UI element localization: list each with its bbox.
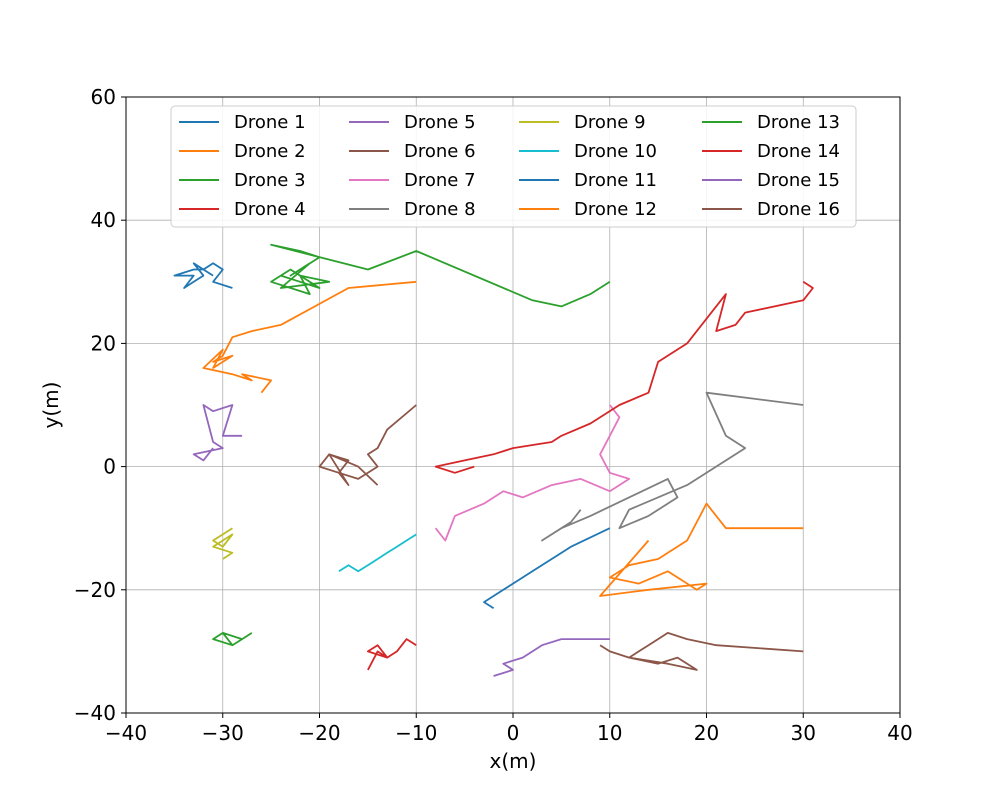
legend-label-drone-13: Drone 13: [757, 112, 840, 133]
legend-label-drone-15: Drone 15: [757, 170, 840, 191]
legend-label-drone-6: Drone 6: [404, 141, 476, 162]
x-tick-label: −40: [105, 721, 147, 745]
legend: Drone 1 Drone 2 Drone 3 Drone 4 Drone 5 Drone…: [170, 105, 857, 228]
legend-label-drone-9: Drone 9: [574, 112, 646, 133]
legend-label-drone-16: Drone 16: [757, 199, 840, 220]
x-tick-label: −30: [202, 721, 244, 745]
legend-label-drone-5: Drone 5: [404, 112, 476, 133]
legend-box: [170, 105, 857, 228]
series-line-drone-13: [212, 632, 253, 647]
series-line-drone-3: [270, 243, 611, 308]
x-tick-label: 30: [791, 721, 816, 745]
series-layer: [173, 243, 814, 677]
y-axis-label: y(m): [39, 382, 63, 429]
legend-label-drone-10: Drone 10: [574, 141, 657, 162]
y-ticks: −40 −20 0 20 40 60: [74, 85, 126, 725]
y-tick-label: 40: [91, 208, 116, 232]
x-tick-label: 40: [887, 721, 912, 745]
series-line-drone-10: [338, 533, 417, 573]
legend-label-drone-3: Drone 3: [234, 170, 306, 191]
y-tick-label: 60: [91, 85, 116, 109]
x-axis-label: x(m): [490, 749, 537, 773]
legend-label-drone-4: Drone 4: [234, 199, 306, 220]
series-line-drone-14: [434, 281, 814, 474]
legend-label-drone-8: Drone 8: [404, 199, 476, 220]
series-line-drone-16: [599, 632, 804, 671]
legend-label-drone-14: Drone 14: [757, 141, 840, 162]
x-ticks: −40 −30 −20 −10 0 10 20 30 40: [105, 713, 913, 745]
x-tick-label: −10: [395, 721, 437, 745]
series-line-drone-5: [192, 404, 243, 462]
series-line-drone-6: [318, 404, 417, 487]
legend-label-drone-7: Drone 7: [404, 170, 476, 191]
y-tick-label: −20: [74, 578, 116, 602]
series-line-drone-8: [541, 391, 804, 542]
series-line-drone-7: [434, 404, 630, 542]
series-line-drone-4: [366, 638, 417, 671]
legend-label-drone-11: Drone 11: [574, 170, 657, 191]
legend-label-drone-2: Drone 2: [234, 141, 306, 162]
series-line-drone-11: [483, 527, 611, 610]
y-tick-label: 0: [103, 455, 116, 479]
series-line-drone-15: [493, 638, 610, 677]
series-line-drone-9: [212, 527, 234, 560]
legend-label-drone-1: Drone 1: [234, 112, 306, 133]
y-tick-label: 20: [91, 331, 116, 355]
series-line-drone-12: [599, 502, 804, 597]
x-tick-label: 20: [694, 721, 719, 745]
y-tick-label: −40: [74, 701, 116, 725]
legend-label-drone-12: Drone 12: [574, 199, 657, 220]
x-tick-label: 10: [597, 721, 622, 745]
series-line-drone-1: [173, 262, 233, 289]
x-tick-label: −20: [298, 721, 340, 745]
x-tick-label: 0: [507, 721, 520, 745]
series-line-drone-2: [202, 280, 417, 394]
